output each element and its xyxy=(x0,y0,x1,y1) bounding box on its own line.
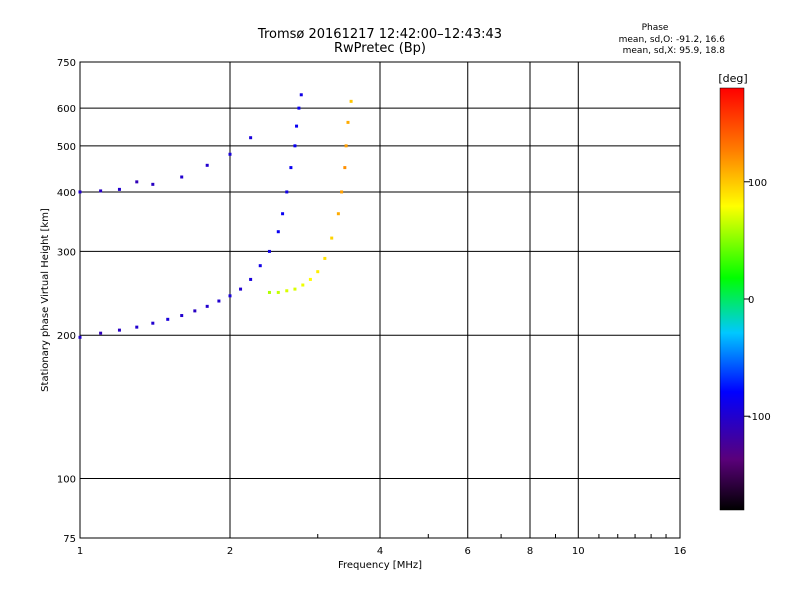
stats-x-line: mean, sd,X: 95.9, 18.8 xyxy=(623,46,726,56)
data-point xyxy=(349,99,353,103)
chart-subtitle: RwPretec (Bp) xyxy=(334,41,426,56)
data-point xyxy=(281,212,285,216)
data-point xyxy=(205,163,209,167)
data-point xyxy=(316,270,320,274)
x-tick-label: 8 xyxy=(527,546,533,557)
data-point xyxy=(289,166,293,170)
data-point xyxy=(301,283,305,287)
colorbar: [deg] 100 0 -100 xyxy=(718,72,771,511)
data-point xyxy=(166,317,170,321)
x-tick-label: 1 xyxy=(77,546,83,557)
data-point xyxy=(344,144,348,148)
data-point xyxy=(249,136,253,140)
data-point xyxy=(276,290,280,294)
x-tick-label: 16 xyxy=(674,546,687,557)
data-point xyxy=(293,287,297,291)
data-point xyxy=(180,175,184,179)
x-tick-label: 2 xyxy=(227,546,233,557)
x-tick-label: 4 xyxy=(377,546,383,557)
data-point xyxy=(193,309,197,313)
x-axis-label: Frequency [MHz] xyxy=(338,560,422,571)
colorbar-tick-label: 0 xyxy=(748,295,754,306)
data-point xyxy=(249,277,253,281)
data-point xyxy=(78,335,82,339)
y-tick-label: 300 xyxy=(57,247,76,258)
data-point xyxy=(239,287,243,291)
stats-o-line: mean, sd,O: -91.2, 16.6 xyxy=(619,35,726,45)
y-axis-label: Stationary phase Virtual Height [km] xyxy=(40,208,51,392)
colorbar-tick-label: 100 xyxy=(748,178,767,189)
data-point xyxy=(99,189,103,193)
data-point xyxy=(340,190,344,194)
y-tick-labels: 75 100 200 300 400 500 600 750 xyxy=(57,58,76,545)
y-tick-label: 75 xyxy=(63,534,76,545)
x-tick-labels: 1 2 4 6 8 10 16 xyxy=(77,546,687,557)
y-tick-label: 600 xyxy=(57,104,76,115)
colorbar-ticks: 100 0 -100 xyxy=(744,178,771,423)
data-point xyxy=(180,314,184,318)
colorbar-tick-label: -100 xyxy=(748,412,771,423)
data-point xyxy=(267,290,271,294)
data-point xyxy=(343,166,347,170)
data-points xyxy=(78,93,353,339)
data-point xyxy=(151,321,155,325)
data-point xyxy=(276,230,280,234)
x-tick-label: 10 xyxy=(572,546,585,557)
series-1 xyxy=(267,99,353,294)
data-point xyxy=(135,325,139,329)
data-point xyxy=(299,93,303,97)
data-point xyxy=(297,106,301,110)
data-point xyxy=(228,294,232,298)
data-point xyxy=(228,152,232,156)
data-point xyxy=(285,289,289,293)
y-tick-label: 400 xyxy=(57,188,76,199)
data-point xyxy=(308,277,312,281)
data-point xyxy=(267,249,271,253)
data-point xyxy=(285,190,289,194)
x-tick-label: 6 xyxy=(465,546,471,557)
colorbar-label: [deg] xyxy=(718,72,747,85)
data-point xyxy=(336,212,340,216)
data-point xyxy=(99,331,103,335)
data-point xyxy=(205,304,209,308)
data-point xyxy=(78,190,82,194)
data-point xyxy=(346,120,350,124)
grid-lines xyxy=(80,62,680,538)
data-point xyxy=(293,144,297,148)
series-0 xyxy=(78,93,303,339)
y-tick-label: 200 xyxy=(57,331,76,342)
series-2 xyxy=(78,136,253,194)
data-point xyxy=(217,299,221,303)
y-tick-label: 100 xyxy=(57,475,76,486)
data-point xyxy=(117,328,121,332)
chart-title: Tromsø 20161217 12:42:00–12:43:43 xyxy=(257,27,502,42)
data-point xyxy=(135,180,139,184)
y-tick-label: 500 xyxy=(57,142,76,153)
data-point xyxy=(258,264,262,268)
data-point xyxy=(295,124,299,128)
data-point xyxy=(151,182,155,186)
data-point xyxy=(330,236,334,240)
data-point xyxy=(117,187,121,191)
data-point xyxy=(323,256,327,260)
stats-title: Phase xyxy=(642,23,669,33)
y-tick-label: 750 xyxy=(57,58,76,69)
